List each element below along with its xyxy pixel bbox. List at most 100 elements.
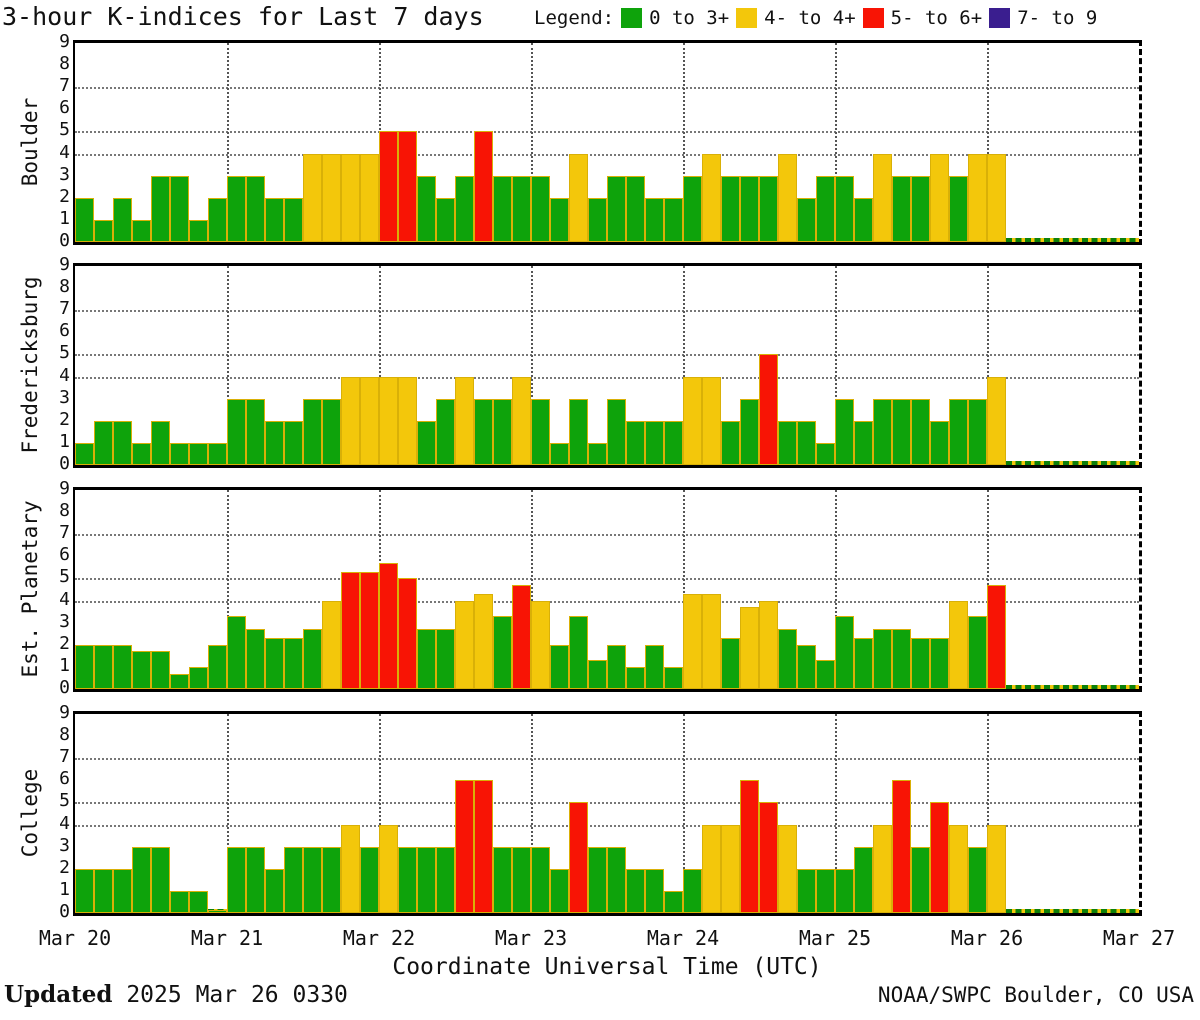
k-index-bar <box>759 354 778 465</box>
k-index-bar <box>113 645 132 689</box>
k-index-bar <box>721 176 740 242</box>
k-index-bar <box>740 176 759 242</box>
threshold-line-4 <box>75 153 1139 156</box>
k-index-bar <box>170 443 189 465</box>
k-index-bar <box>512 176 531 242</box>
k-index-bar <box>512 585 531 689</box>
k-index-bar <box>835 616 854 689</box>
k-index-bar <box>797 421 816 465</box>
k-index-bar <box>322 154 341 242</box>
k-index-bar <box>265 638 284 689</box>
k-index-bar <box>854 847 873 913</box>
k-index-bar <box>303 399 322 465</box>
k-index-bar <box>113 869 132 913</box>
day-gridline <box>987 43 989 242</box>
k-index-bar <box>607 399 626 465</box>
y-tick-label: 8 <box>59 500 70 522</box>
k-index-bar <box>341 572 360 689</box>
station-label: Fredericksburg <box>18 275 42 454</box>
k-index-bar <box>626 176 645 242</box>
k-index-bar <box>455 176 474 242</box>
k-index-bar <box>854 198 873 242</box>
threshold-line-7 <box>75 310 1139 313</box>
k-index-bar <box>360 847 379 913</box>
y-tick-label: 5 <box>59 342 70 364</box>
k-index-bar <box>493 847 512 913</box>
k-index-bar <box>588 198 607 242</box>
day-gridline <box>227 266 229 465</box>
k-index-bar <box>151 176 170 242</box>
k-index-bar <box>759 802 778 913</box>
k-index-bar <box>702 825 721 913</box>
k-index-bar <box>246 847 265 913</box>
k-index-bar <box>759 601 778 689</box>
x-tick-label: Mar 26 <box>950 926 1024 950</box>
k-index-bar <box>569 802 588 913</box>
legend-label: Legend: <box>534 7 615 29</box>
credit-text: NOAA/SWPC Boulder, CO USA <box>877 983 1194 1007</box>
y-tick-label: 1 <box>59 654 70 676</box>
threshold-line-5 <box>75 131 1139 134</box>
k-index-bar <box>854 638 873 689</box>
threshold-line-4 <box>75 376 1139 379</box>
k-index-bar <box>341 825 360 913</box>
k-index-bar <box>683 594 702 689</box>
k-index-bar <box>569 399 588 465</box>
k-index-bar <box>721 421 740 465</box>
x-tick-label: Mar 25 <box>798 926 872 950</box>
y-tick-label: 5 <box>59 119 70 141</box>
k-index-bar <box>303 154 322 242</box>
station-label: College <box>18 768 42 857</box>
y-tick-label: 3 <box>59 386 70 408</box>
k-index-bar <box>75 443 94 465</box>
k-index-bar <box>797 645 816 689</box>
y-tick-label: 2 <box>59 185 70 207</box>
k-index-bar <box>151 421 170 465</box>
y-tick-label: 7 <box>59 522 70 544</box>
legend-item-label: 5- to 6+ <box>890 7 983 29</box>
k-index-bar <box>816 869 835 913</box>
threshold-line-4 <box>75 824 1139 827</box>
k-index-bar <box>284 421 303 465</box>
k-index-bar <box>379 563 398 689</box>
legend-swatch-3 <box>989 8 1011 28</box>
k-index-bar <box>645 421 664 465</box>
k-index-bar <box>531 847 550 913</box>
y-tick-label: 2 <box>59 632 70 654</box>
k-index-bar <box>645 869 664 913</box>
y-tick-label: 4 <box>59 812 70 834</box>
k-index-bar <box>816 443 835 465</box>
k-index-bar <box>246 629 265 689</box>
panel-boulder <box>73 40 1142 245</box>
k-index-bar <box>265 421 284 465</box>
y-tick-label: 3 <box>59 834 70 856</box>
x-axis-title: Coordinate Universal Time (UTC) <box>392 954 822 980</box>
day-gridline <box>835 266 837 465</box>
k-index-bar <box>493 176 512 242</box>
y-tick-label: 4 <box>59 588 70 610</box>
k-index-bar <box>227 176 246 242</box>
k-index-bar <box>588 443 607 465</box>
y-tick-label: 9 <box>59 254 70 275</box>
y-tick-label: 3 <box>59 163 70 185</box>
k-index-bar <box>303 847 322 913</box>
k-index-bar <box>455 780 474 913</box>
k-index-bar <box>227 616 246 689</box>
y-tick-label: 5 <box>59 790 70 812</box>
day-gridline <box>227 43 229 242</box>
k-index-bar <box>436 198 455 242</box>
k-index-bar <box>94 421 113 465</box>
k-index-bar <box>379 825 398 913</box>
k-index-bar <box>835 176 854 242</box>
y-tick-label: 0 <box>59 677 70 698</box>
k-index-bar <box>398 847 417 913</box>
k-index-bar <box>911 399 930 465</box>
k-index-bar <box>189 667 208 689</box>
k-index-bar <box>607 645 626 689</box>
y-tick-label: 3 <box>59 610 70 632</box>
k-index-bar <box>360 154 379 242</box>
k-index-bar <box>189 891 208 913</box>
k-index-bar <box>531 399 550 465</box>
station-label: Est. Planetary <box>18 499 42 678</box>
day-gridline <box>683 266 685 465</box>
